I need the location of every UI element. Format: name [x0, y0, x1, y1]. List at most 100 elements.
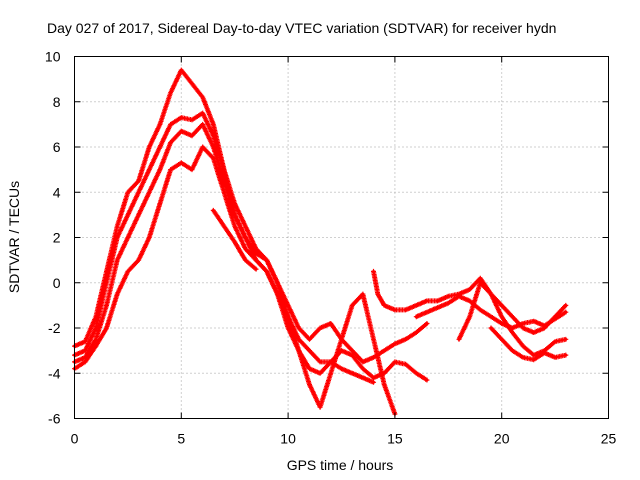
data-point	[340, 349, 343, 353]
data-point	[382, 371, 386, 375]
data-point	[329, 321, 333, 325]
data-point	[510, 331, 514, 335]
data-point	[105, 303, 109, 307]
data-point	[137, 213, 141, 217]
data-point	[211, 208, 215, 212]
data-point	[521, 355, 525, 359]
data-point	[158, 122, 162, 126]
data-point	[243, 247, 247, 251]
data-point	[286, 326, 290, 330]
data-point	[201, 145, 205, 149]
data-point	[297, 326, 301, 330]
data-point	[372, 269, 376, 273]
data-point	[254, 247, 258, 251]
data-point	[169, 122, 173, 126]
data-point	[382, 303, 386, 307]
data-point	[425, 299, 429, 303]
data-point	[115, 292, 119, 296]
data-point	[553, 340, 557, 344]
data-point	[468, 299, 472, 303]
data-point	[318, 405, 322, 409]
y-tick-label: 6	[53, 139, 61, 155]
y-tick-label: 10	[45, 49, 61, 65]
data-point	[83, 349, 87, 353]
data-point	[94, 344, 98, 348]
data-point	[243, 224, 247, 228]
data-point	[169, 91, 173, 95]
y-tick-label: -4	[48, 365, 61, 381]
chart-title: Day 027 of 2017, Sidereal Day-to-day VTE…	[47, 20, 556, 36]
data-point	[83, 340, 87, 344]
data-point	[265, 269, 269, 273]
data-point	[105, 326, 109, 330]
series-track-8	[456, 280, 569, 358]
data-point	[564, 337, 568, 341]
x-tick-label: 5	[177, 431, 185, 447]
data-point	[382, 349, 386, 353]
data-point	[147, 236, 151, 239]
data-point	[222, 224, 226, 228]
data-point	[169, 168, 173, 172]
data-point	[393, 342, 397, 346]
data-point	[179, 129, 183, 133]
series-track-3	[72, 121, 430, 383]
data-point	[318, 371, 322, 375]
data-point	[340, 337, 343, 341]
data-point	[436, 306, 440, 310]
data-point	[553, 317, 557, 321]
y-tick-label: 2	[53, 230, 61, 246]
data-point	[329, 360, 333, 364]
data-point	[521, 326, 525, 330]
x-tick-label: 25	[601, 431, 617, 447]
data-point	[372, 355, 376, 359]
data-point	[126, 213, 130, 217]
data-point	[94, 337, 98, 341]
y-axis-label: SDTVAR / TECUs	[6, 181, 22, 293]
data-point	[190, 134, 194, 138]
data-point	[201, 122, 205, 126]
data-point	[158, 168, 162, 172]
data-point	[478, 281, 482, 285]
series-track-9	[488, 325, 569, 363]
x-axis-label: GPS time / hours	[287, 457, 394, 473]
data-point	[382, 383, 386, 387]
data-point	[265, 258, 269, 262]
data-point	[340, 367, 343, 371]
data-point	[446, 301, 450, 305]
data-point	[211, 145, 215, 149]
y-tick-label: 8	[53, 94, 61, 110]
x-tick-label: 10	[280, 431, 296, 447]
data-point	[105, 281, 109, 285]
data-point	[457, 294, 461, 298]
data-point	[147, 145, 151, 149]
data-point	[307, 337, 311, 341]
data-point	[137, 258, 141, 262]
data-point	[307, 383, 311, 387]
data-point	[350, 303, 354, 307]
data-point	[211, 122, 215, 126]
data-point	[254, 267, 258, 271]
data-point	[361, 360, 365, 364]
data-point	[243, 258, 247, 262]
data-point	[137, 190, 141, 194]
data-point	[414, 371, 418, 375]
data-point	[468, 315, 472, 319]
data-point	[361, 292, 365, 296]
data-point	[393, 308, 397, 312]
data-point	[478, 308, 482, 312]
data-point	[350, 371, 354, 375]
data-point	[457, 337, 461, 341]
y-tick-label: 4	[53, 184, 61, 200]
data-point	[564, 303, 568, 307]
data-point	[115, 258, 119, 262]
data-point	[211, 134, 215, 138]
data-point	[372, 337, 376, 341]
data-point	[286, 303, 290, 307]
series-track-4	[72, 144, 377, 385]
data-point	[532, 319, 536, 323]
data-point	[126, 236, 130, 239]
data-point	[286, 315, 290, 319]
y-tick-label: -2	[48, 320, 61, 336]
data-point	[307, 367, 311, 371]
